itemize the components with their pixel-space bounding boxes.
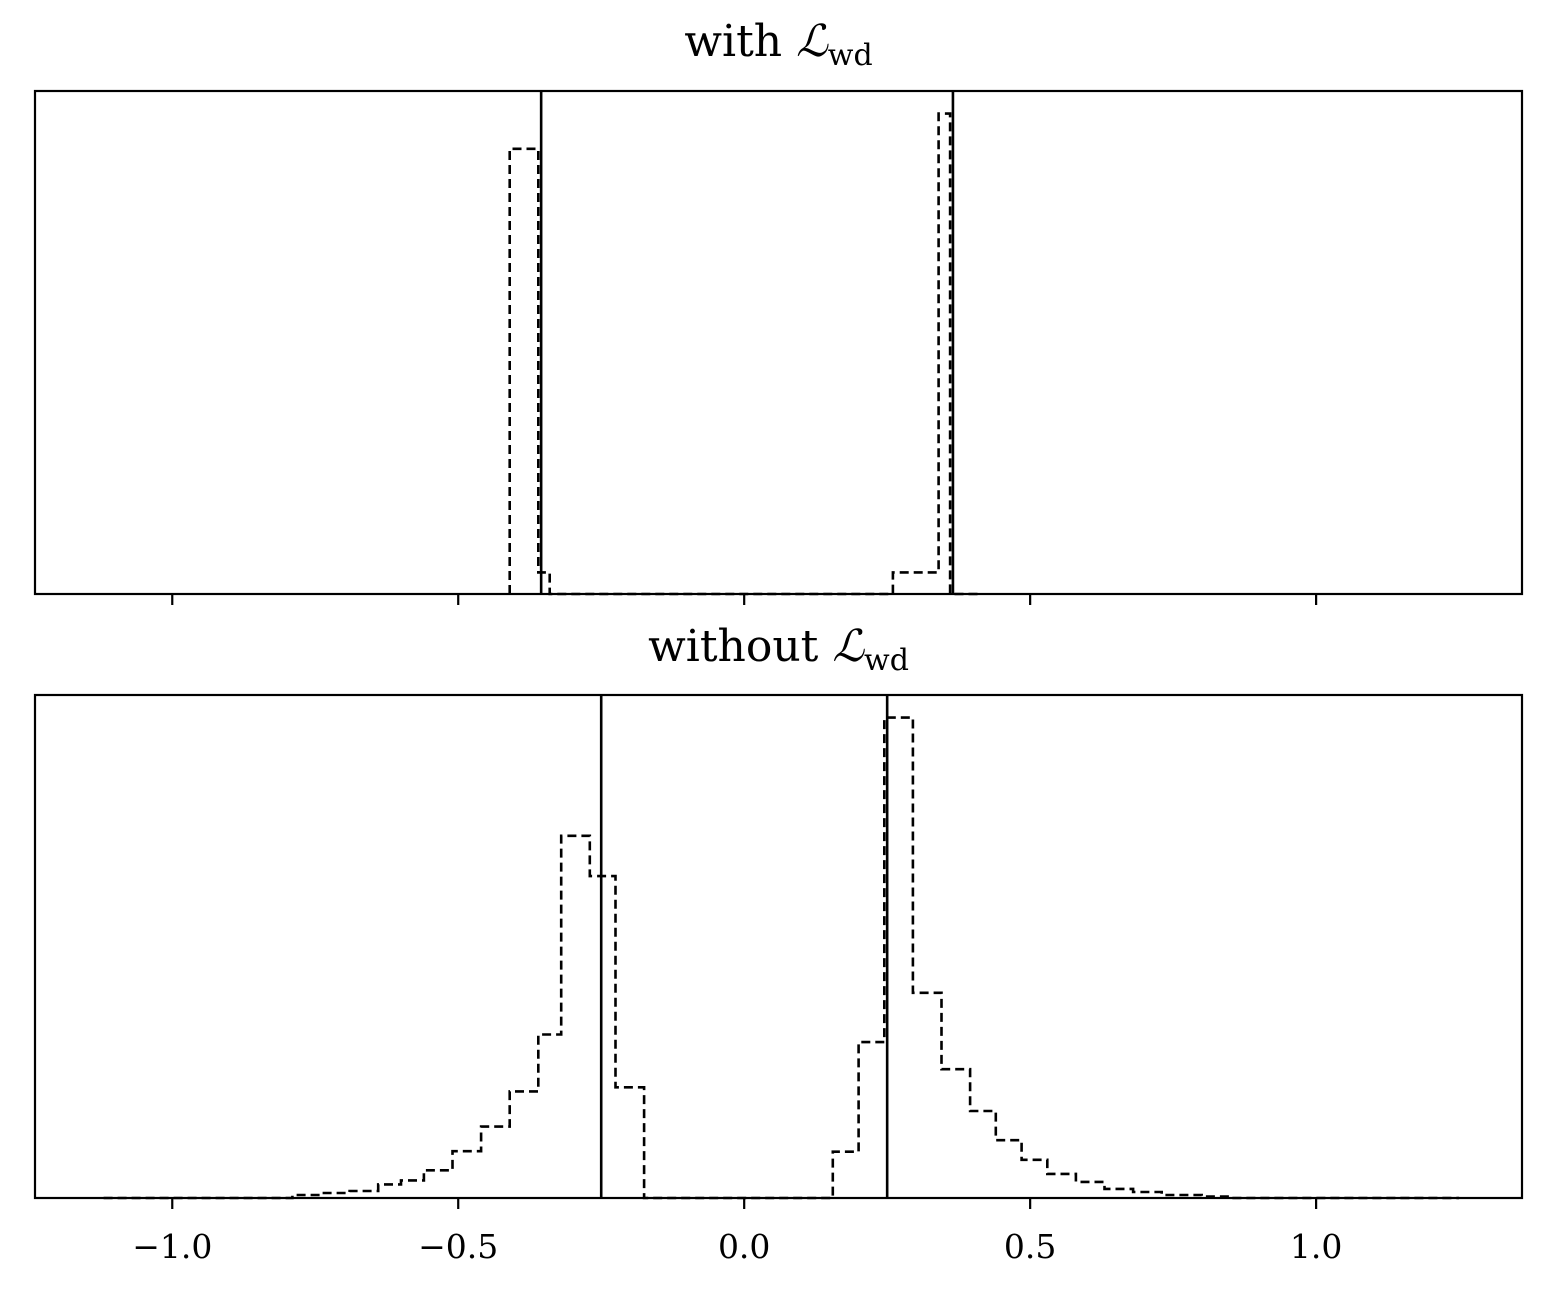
title-symbol: ℒ bbox=[796, 16, 829, 67]
title-symbol: ℒ bbox=[832, 621, 865, 672]
x-tick-label: 0.0 bbox=[718, 1227, 770, 1266]
title-text-part: without bbox=[648, 621, 832, 672]
x-tick-label: −1.0 bbox=[132, 1227, 212, 1266]
title-subscript: wd bbox=[864, 643, 909, 678]
panel-title: without ℒwd bbox=[648, 621, 909, 678]
histogram-outline bbox=[103, 716, 1460, 1200]
x-tick-label: 0.5 bbox=[1004, 1227, 1056, 1266]
axes-frame bbox=[33, 89, 1524, 596]
title-subscript: wd bbox=[828, 38, 873, 73]
title-text-part: with bbox=[684, 16, 796, 67]
histogram-outline bbox=[508, 112, 982, 596]
x-tick-label: −0.5 bbox=[418, 1227, 498, 1266]
panel-without-lwd: without ℒwd −1.0 −0.5 0.0 0.5 1.0 bbox=[33, 621, 1524, 1266]
axes-frame bbox=[33, 693, 1524, 1200]
x-tick-label: 1.0 bbox=[1290, 1227, 1342, 1266]
panel-title: with ℒwd bbox=[684, 16, 872, 73]
panel-with-lwd: with ℒwd bbox=[33, 16, 1524, 605]
